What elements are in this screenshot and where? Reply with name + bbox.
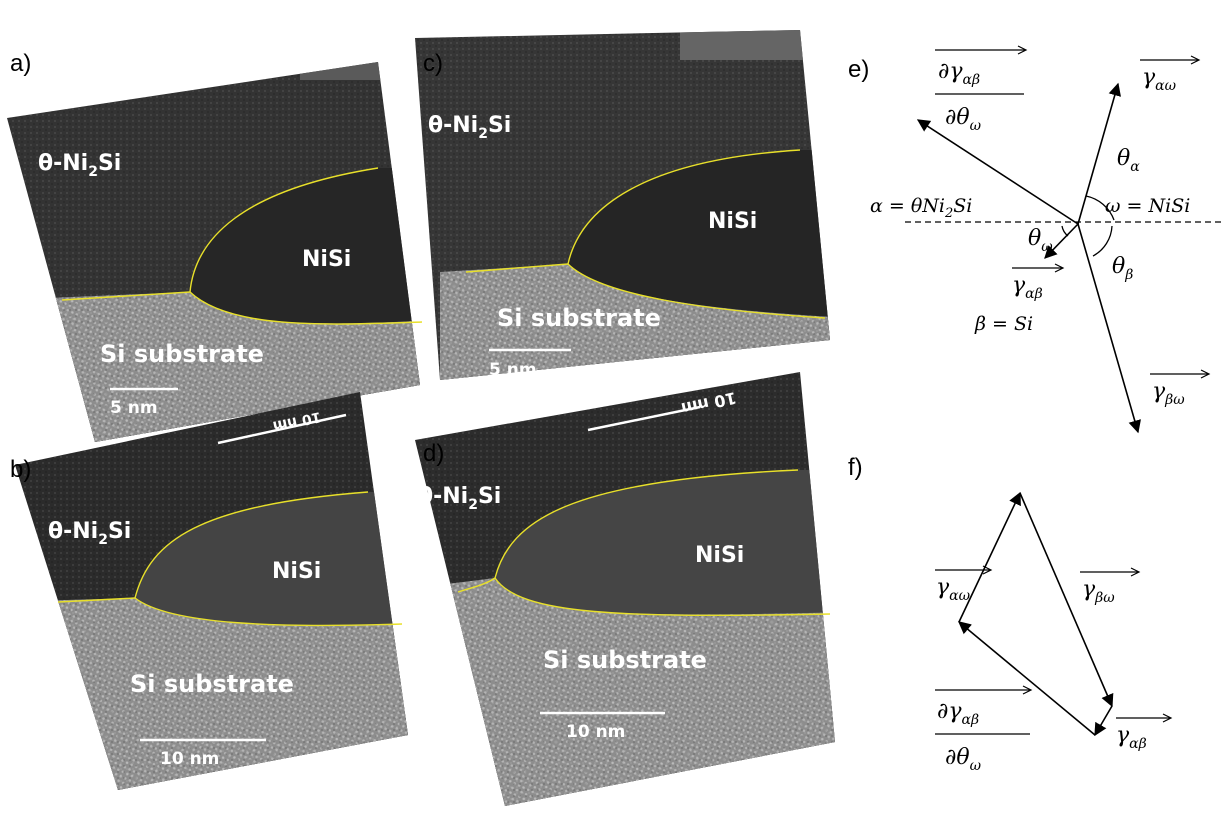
panel-label-e: e) [848,56,870,83]
angle-arc-theta-alpha [1085,195,1115,221]
panel-label-c: c) [423,50,443,77]
label-gamma-alpha-omega-e: γαω [1142,65,1177,94]
vector-f-gamma-alpha-beta [1094,705,1113,737]
vector-gamma-alpha-beta [1044,223,1079,259]
diagram-f: γαω γβω γαβ ∂γαβ ∂θω [935,491,1173,774]
tem-labels: θ-Ni2Si NiSi Si substrate 5 nm θ-Ni2Si N… [38,113,757,769]
angle-arc-theta-omega [1061,225,1069,237]
label-theta-beta: θβ [1112,254,1133,283]
diagram-e: ∂γαβ ∂θω γαω θα θβ θω α = θNi2Si ω = NiS… [870,45,1222,434]
vector-f-d-gamma-d-theta [958,621,1096,736]
partial-numerator-e: ∂γαβ [938,59,980,88]
phase-label-b: θ-Ni2Si [48,519,131,548]
angle-arc-theta-beta [1092,225,1113,257]
phase-label-c: θ-Ni2Si [428,113,511,142]
micrograph-b [15,392,408,790]
nisi-label-b: NiSi [272,559,321,584]
scalebar-label-a: 5 nm [110,398,158,418]
label-theta-omega: θω [1028,226,1053,255]
interface-lines-d [457,469,831,617]
nisi-label-c: NiSi [708,209,757,234]
nisi-label-a: NiSi [302,247,351,272]
micrograph-c [415,30,830,380]
interface-lines-c [465,149,826,319]
label-theta-alpha: θα [1117,146,1140,175]
label-gamma-alpha-beta-f: γαβ [1116,723,1147,752]
partial-denominator-f: ∂θω [945,745,982,774]
panel-label-f: f) [848,454,863,481]
rotated-scalebar-b [217,413,347,445]
rotated-scalebar-d [587,405,701,432]
interface-lines-a [61,167,423,325]
substrate-label-c: Si substrate [497,304,661,332]
micrograph-a [7,62,420,442]
interface-lines-b [57,491,403,627]
phase-label-d: θ-Ni2Si [418,484,501,513]
label-gamma-alpha-beta-e: γαβ [1012,273,1043,302]
alpha-definition: α = θNi2Si [870,195,972,221]
beta-definition: β = Si [974,313,1033,335]
label-gamma-beta-omega-e: γβω [1152,379,1185,408]
panel-label-a: a) [10,50,32,77]
nisi-label-d: NiSi [695,543,744,568]
vector-d-gamma-d-theta [916,119,1079,225]
scalebar-label-d: 10 nm [566,722,625,742]
partial-numerator-f: ∂γαβ [937,699,979,728]
label-gamma-beta-omega-f: γβω [1082,577,1115,606]
omega-definition: ω = NiSi [1105,195,1190,217]
scalebar-label-c: 5 nm [489,360,537,380]
vector-f-gamma-alpha-omega [958,491,1021,623]
vector-gamma-alpha-omega [1077,82,1121,225]
vector-f-gamma-beta-omega [1019,492,1114,708]
scalebar-label-b: 10 nm [160,749,219,769]
panel-label-d: d) [423,440,445,467]
label-gamma-alpha-omega-f: γαω [936,575,971,604]
substrate-label-a: Si substrate [100,340,264,368]
panel-label-b: b) [10,456,32,483]
vector-gamma-beta-omega [1077,223,1141,434]
substrate-label-d: Si substrate [543,646,707,674]
partial-denominator-e: ∂θω [945,105,982,134]
substrate-label-b: Si substrate [130,670,294,698]
phase-label-a: θ-Ni2Si [38,151,121,180]
